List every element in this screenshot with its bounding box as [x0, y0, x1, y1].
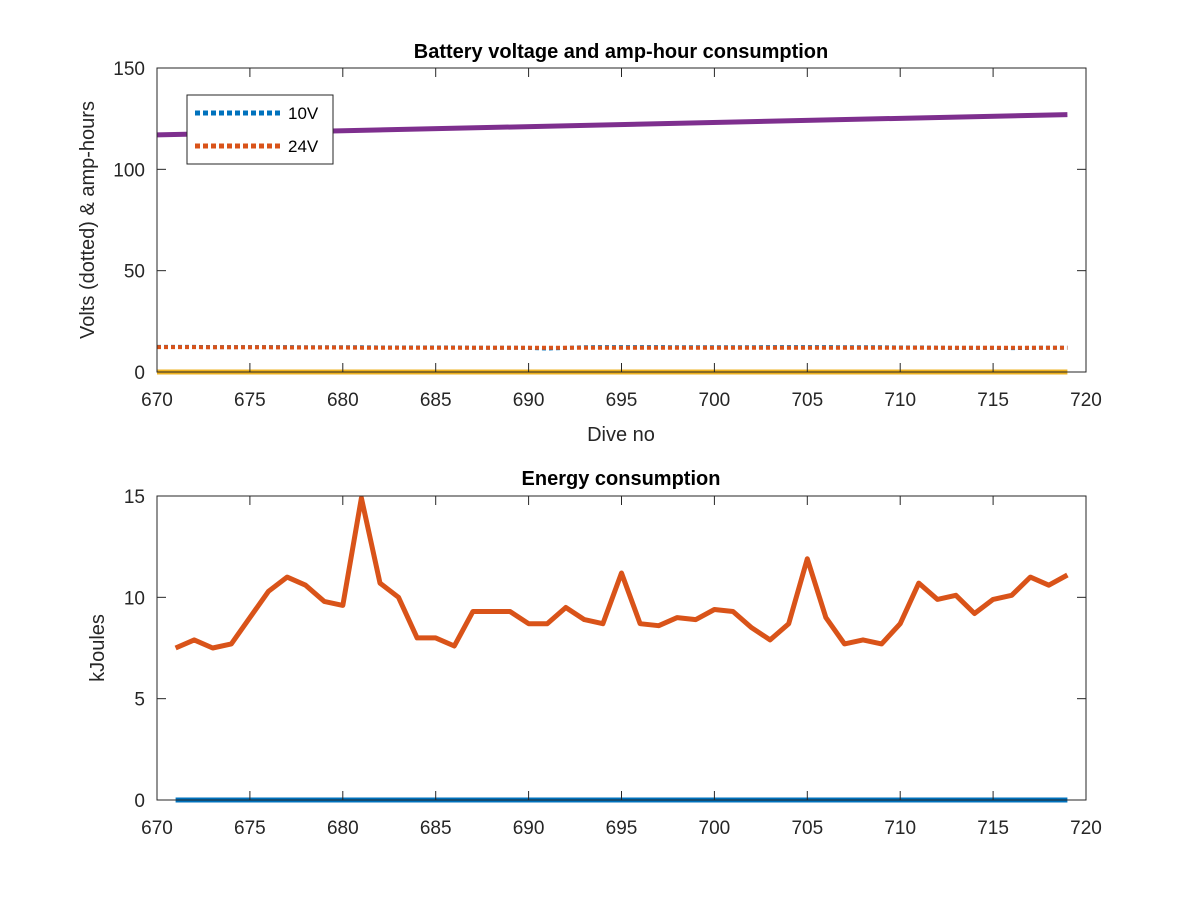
energy-xticks: 670 675 680 685 690 695 700 705 710 715 720	[141, 496, 1102, 839]
energy-y-tick-label: 15	[124, 487, 145, 508]
voltage-panel: 670 675 680 685 690 695 700 705 710 715 720 0 50 100…	[77, 41, 1102, 446]
energy-x-tick-label: 690	[513, 818, 545, 839]
energy-x-tick-label: 705	[791, 818, 823, 839]
voltage-x-tick-label: 690	[513, 390, 545, 411]
energy-x-tick-label: 670	[141, 818, 173, 839]
energy-x-tick-label: 710	[884, 818, 916, 839]
voltage-x-tick-label: 710	[884, 390, 916, 411]
voltage-series-line-24v	[157, 345, 1068, 350]
legend-box	[186, 94, 334, 165]
energy-y-axis-label: kJoules	[87, 614, 109, 682]
voltage-y-tick-label: 150	[113, 59, 145, 80]
energy-x-tick-label: 700	[699, 818, 731, 839]
energy-yticks: 0 5 10 15	[124, 487, 1086, 812]
legend-label-10v: 10V	[288, 104, 319, 123]
energy-x-tick-label: 715	[977, 818, 1009, 839]
voltage-x-tick-label: 720	[1070, 390, 1102, 411]
voltage-x-axis-label: Dive no	[587, 424, 655, 446]
voltage-xticks: 670 675 680 685 690 695 700 705 710 715 720	[141, 68, 1102, 411]
voltage-x-tick-label: 695	[606, 390, 638, 411]
energy-chart-title: Energy consumption	[522, 468, 721, 490]
voltage-yticks: 0 50 100 150	[113, 59, 1086, 384]
energy-y-tick-label: 5	[134, 690, 145, 711]
voltage-x-tick-label: 705	[791, 390, 823, 411]
voltage-x-tick-label: 700	[699, 390, 731, 411]
energy-x-tick-label: 680	[327, 818, 359, 839]
voltage-x-tick-label: 715	[977, 390, 1009, 411]
energy-x-tick-label: 675	[234, 818, 266, 839]
energy-x-tick-label: 720	[1070, 818, 1102, 839]
energy-series-line-1	[174, 495, 1069, 651]
voltage-y-axis-label: Volts (dotted) & amp-hours	[77, 101, 99, 339]
voltage-legend: 10V 24V	[186, 94, 334, 165]
voltage-y-tick-label: 0	[134, 363, 145, 384]
legend-label-24v: 24V	[288, 137, 319, 156]
voltage-x-tick-label: 675	[234, 390, 266, 411]
voltage-x-tick-label: 680	[327, 390, 359, 411]
energy-x-tick-label: 685	[420, 818, 452, 839]
voltage-y-tick-label: 50	[124, 262, 145, 283]
voltage-chart-title: Battery voltage and amp-hour consumption	[414, 41, 828, 63]
voltage-x-tick-label: 685	[420, 390, 452, 411]
energy-panel: 670 675 680 685 690 695 700 705 710 715 720 0 5 10 15…	[87, 468, 1102, 839]
energy-y-tick-label: 10	[124, 588, 145, 609]
energy-y-tick-label: 0	[134, 791, 145, 812]
voltage-y-tick-label: 100	[113, 160, 145, 181]
voltage-x-tick-label: 670	[141, 390, 173, 411]
energy-x-tick-label: 695	[606, 818, 638, 839]
